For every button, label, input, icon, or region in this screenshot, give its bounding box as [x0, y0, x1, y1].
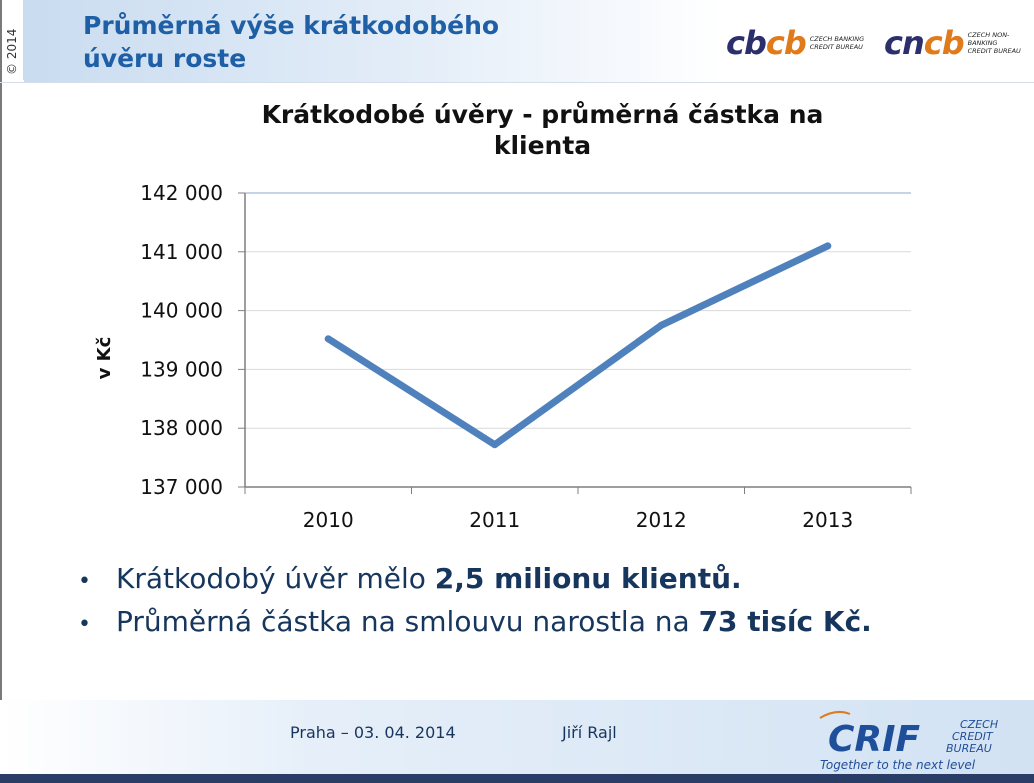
bullet-item: • Průměrná částka na smlouvu narostla na… — [78, 605, 872, 648]
x-tick-label: 2011 — [469, 508, 520, 532]
bullet-dot: • — [78, 569, 91, 594]
data-point — [824, 242, 832, 250]
cncb-logo: cncb CZECH NON-BANKING CREDIT BUREAU — [884, 24, 1034, 62]
cncb-line2: CREDIT BUREAU — [967, 47, 1021, 55]
crif-line3: BUREAU — [946, 742, 992, 755]
footer-author: Jiří Rajl — [562, 723, 617, 742]
bullet-text: Krátkodobý úvěr mělo 2,5 milionu klientů… — [116, 562, 742, 595]
crif-name: CRIF — [828, 719, 921, 760]
y-tick-label: 142 000 — [140, 181, 223, 205]
y-tick-label: 140 000 — [140, 299, 223, 323]
y-axis-label: v Kč — [94, 337, 115, 380]
chart-title: Krátkodobé úvěry - průměrná částka na kl… — [240, 99, 845, 161]
cbcb-logo: cbcb CZECH BANKING CREDIT BUREAU — [726, 24, 864, 62]
bullet-text-bold: 73 tisíc Kč. — [698, 605, 872, 638]
slide-title-line2: úvěru roste — [83, 44, 247, 73]
bullet-item: • Krátkodobý úvěr mělo 2,5 milionu klien… — [78, 562, 872, 605]
series-line — [324, 242, 832, 449]
bottom-bar — [0, 774, 1034, 783]
x-tick-label: 2012 — [636, 508, 687, 532]
cbcb-subtitle: CZECH BANKING CREDIT BUREAU — [810, 35, 864, 51]
cncb-subtitle: CZECH NON-BANKING CREDIT BUREAU — [968, 31, 1034, 55]
data-point — [491, 441, 499, 449]
x-tick-label: 2010 — [303, 508, 354, 532]
header-divider — [0, 82, 1034, 83]
data-point — [324, 335, 332, 343]
left-border — [0, 0, 2, 783]
crif-swoosh-icon — [819, 710, 851, 719]
y-tick-label: 138 000 — [140, 416, 223, 440]
bullet-text-plain: Průměrná částka na smlouvu narostla na — [116, 605, 699, 638]
bullet-list: • Krátkodobý úvěr mělo 2,5 milionu klien… — [78, 562, 872, 648]
footer-band — [0, 700, 1034, 783]
copyright-strip — [3, 0, 24, 80]
cncb-mark-a: cn — [884, 24, 925, 62]
slide-title-line1: Průměrná výše krátkodobého — [83, 11, 500, 40]
bullet-text: Průměrná částka na smlouvu narostla na 7… — [116, 605, 872, 638]
crif-line1: CZECH — [960, 718, 998, 731]
crif-tagline: Together to the next level — [820, 758, 976, 772]
cbcb-line2: CREDIT BUREAU — [809, 43, 863, 51]
crif-logo: CRIF CZECH CREDIT BUREAU Together to the… — [819, 710, 998, 772]
chart-title-line1: Krátkodobé úvěry - průměrná částka na — [261, 100, 824, 129]
chart-title-line2: klienta — [493, 131, 592, 160]
crif-line2: CREDIT — [952, 730, 994, 743]
x-tick-label: 2013 — [802, 508, 853, 532]
cncb-line1: CZECH NON-BANKING — [967, 31, 1010, 47]
cbcb-mark-b: cb — [765, 24, 807, 62]
footer-place-date: Praha – 03. 04. 2014 — [290, 723, 456, 742]
bullet-text-plain: Krátkodobý úvěr mělo — [116, 562, 435, 595]
cbcb-mark-a: cb — [726, 24, 767, 62]
bullet-text-bold: 2,5 milionu klientů. — [434, 562, 742, 595]
slide-title: Průměrná výše krátkodobého úvěru roste — [83, 9, 499, 75]
y-tick-label: 137 000 — [140, 475, 223, 499]
bullet-dot: • — [78, 612, 91, 637]
cncb-mark-b: cb — [923, 24, 965, 62]
header-band — [24, 0, 724, 82]
y-tick-label: 139 000 — [140, 357, 223, 381]
line-chart: 137 000 138 000 139 000 140 000 141 000 142 0… — [94, 181, 912, 532]
cbcb-line1: CZECH BANKING — [809, 35, 865, 43]
data-point — [657, 321, 665, 329]
y-tick-label: 141 000 — [140, 240, 223, 264]
